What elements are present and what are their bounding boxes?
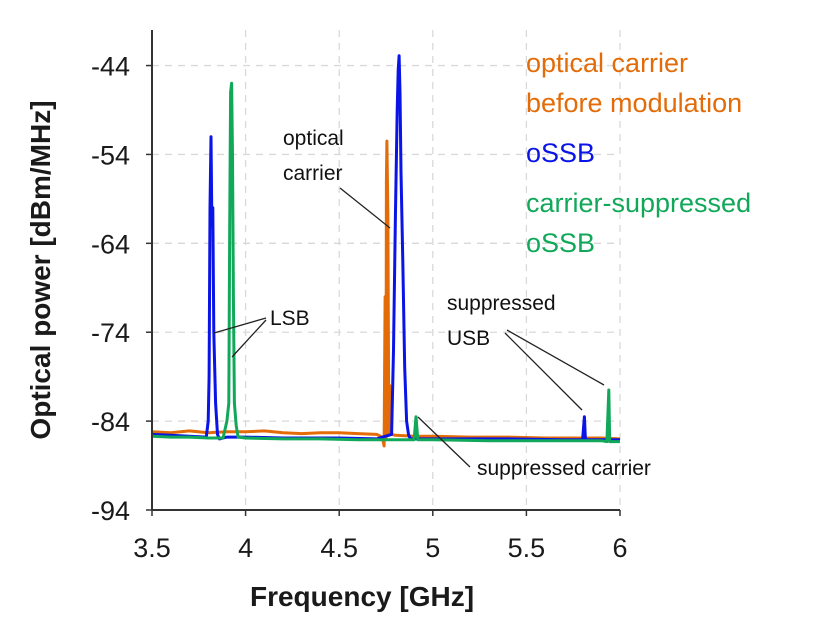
y-axis-title: Optical power [dBm/MHz] [25, 100, 56, 439]
y-tick-label-4: -54 [91, 140, 130, 170]
series-line-optical-carrier-before-modulation [151, 139, 621, 448]
axes [151, 30, 620, 511]
annotation-suppressed-usb-line1: suppressed [447, 292, 556, 315]
y-tick-label-3: -64 [91, 229, 130, 259]
annotation-optical-carrier-leader [339, 187, 391, 229]
series-line-carrier-suppressed-ossb [151, 81, 620, 444]
annotation-lsb-leader-blue [213, 317, 267, 334]
x-tick-label-5: 6 [612, 533, 627, 563]
y-tick-label-1: -84 [91, 407, 130, 437]
annotation-suppressed-usb-line2: USB [447, 327, 490, 350]
x-tick-labels: 3.5 4 4.5 5 5.5 6 [133, 510, 628, 563]
annotation-optical-carrier-line1: optical [283, 127, 344, 150]
x-tick-label-1: 4 [238, 533, 253, 563]
annotation-lsb-leader-green [231, 319, 267, 358]
x-tick-label-3: 5 [425, 533, 440, 563]
annotation-suppressed-usb-leader-blue [504, 332, 583, 411]
legend-ossb: oSSB [526, 138, 595, 168]
annotation-suppressed-carrier-leader [417, 416, 471, 468]
x-tick-label-2: 4.5 [320, 533, 358, 563]
y-tick-label-5: -44 [91, 52, 130, 82]
legend-carrier-suppressed-line1: carrier-suppressed [526, 188, 751, 218]
y-tick-label-2: -74 [91, 318, 130, 348]
y-tick-labels: -94 -84 -74 -64 -54 -44 [91, 52, 152, 526]
annotation-suppressed-carrier: suppressed carrier [477, 457, 651, 480]
legend-carrier-suppressed-line2: oSSB [526, 228, 595, 258]
x-axis-title: Frequency [GHz] [250, 581, 474, 612]
x-tick-label-4: 5.5 [508, 533, 546, 563]
series-group [151, 54, 621, 448]
annotation-optical-carrier-line2: carrier [283, 162, 343, 185]
legend: optical carrier before modulation oSSB c… [526, 48, 751, 258]
y-tick-label-0: -94 [91, 496, 130, 526]
annotation-lsb: LSB [270, 307, 310, 330]
annotation-suppressed-usb-leader-green [506, 329, 605, 386]
x-tick-label-0: 3.5 [133, 533, 171, 563]
legend-optical-carrier-line1: optical carrier [526, 48, 688, 78]
annotations: optical carrier LSB suppressed USB suppr… [213, 127, 651, 480]
legend-optical-carrier-line2: before modulation [526, 88, 742, 118]
